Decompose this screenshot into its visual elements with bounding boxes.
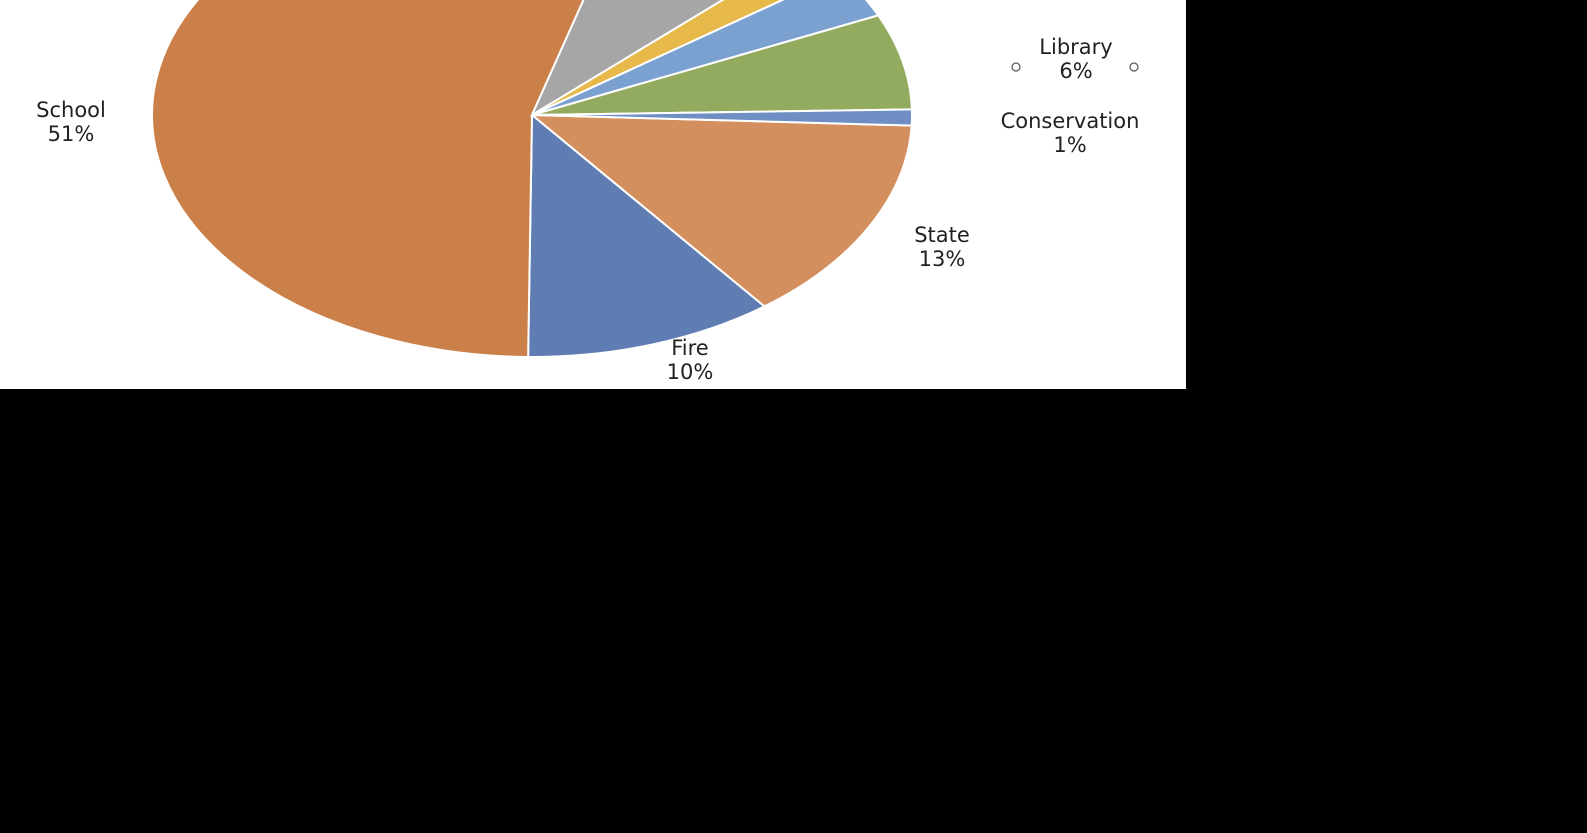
data-label-percent: 10%: [667, 360, 714, 384]
pie-labels: State13%Fire10%School51%3%Library6%Conse…: [36, 35, 1140, 384]
data-label-category: School: [36, 98, 106, 122]
data-label-category: Library: [1039, 35, 1112, 59]
data-label-percent: 13%: [919, 247, 966, 271]
pie-slice-conservation: [531, 108, 913, 127]
data-label-conservation: Conservation 1%: [1001, 109, 1140, 157]
pie-slice-school: [151, 0, 585, 358]
data-label-percent: 51%: [48, 122, 95, 146]
data-label-category: State: [914, 223, 970, 247]
selection-handle-left[interactable]: [1011, 62, 1021, 72]
data-label-state: State 13%: [914, 223, 970, 271]
pie-slice-state: [529, 113, 913, 308]
pie-slices: [151, 0, 913, 358]
data-label-percent: 1%: [1053, 133, 1086, 157]
pie-slice-fire: [527, 112, 767, 358]
data-label-library: Library 6%: [1039, 35, 1112, 83]
pie-slice-library: [531, 14, 913, 116]
data-label-fire: Fire 10%: [667, 336, 714, 384]
data-label-school: School 51%: [36, 98, 106, 146]
data-label-category: Conservation: [1001, 109, 1140, 133]
data-label-percent: 6%: [1059, 59, 1092, 83]
chart-panel: State13%Fire10%School51%3%Library6%Conse…: [0, 0, 1186, 389]
selection-handle-right[interactable]: [1129, 62, 1139, 72]
data-label-category: Fire: [671, 336, 708, 360]
pie-chart: State13%Fire10%School51%3%Library6%Conse…: [36, 0, 1140, 384]
